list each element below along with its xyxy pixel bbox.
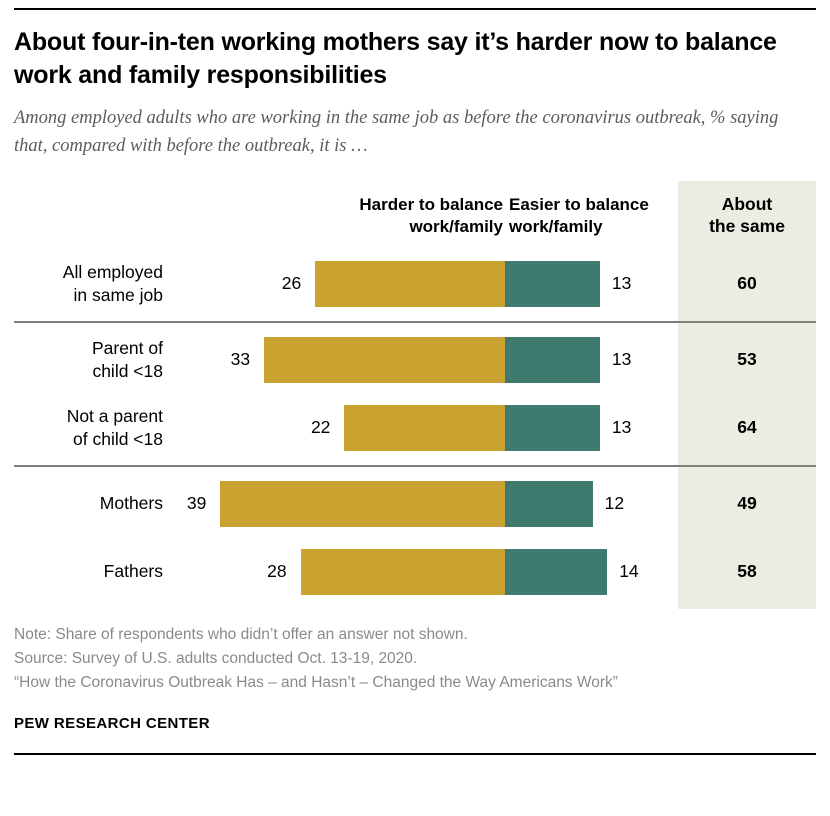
harder-zone: 26 — [179, 260, 505, 307]
same-zone: 60 — [678, 273, 816, 294]
easier-bar — [505, 260, 600, 307]
harder-value: 33 — [230, 349, 251, 369]
easier-value: 14 — [619, 561, 639, 581]
column-header-row: Harder to balance work/family Easier to … — [14, 181, 816, 247]
same-zone: 53 — [678, 349, 816, 370]
same-value: 64 — [737, 417, 757, 437]
bottom-rule — [14, 752, 816, 755]
header-harder: Harder to balance work/family — [359, 195, 503, 236]
header-about-same: About the same — [709, 193, 785, 237]
easier-zone: 13 — [505, 404, 678, 451]
same-value: 60 — [737, 273, 757, 293]
chart-row: Parent of child <18 33 13 53 — [14, 326, 816, 394]
note-text: Note: Share of respondents who didn’t of… — [14, 625, 468, 643]
harder-zone: 22 — [179, 404, 505, 451]
top-rule — [14, 8, 816, 10]
diverging-bar-chart: Harder to balance work/family Easier to … — [14, 180, 816, 609]
harder-value: 26 — [281, 273, 302, 293]
same-zone: 49 — [678, 493, 816, 514]
chart-row: Fathers 28 14 58 — [14, 538, 816, 606]
same-zone: 58 — [678, 561, 816, 582]
harder-value: 22 — [310, 417, 331, 437]
row-group: All employed in same job 26 13 60 — [14, 247, 816, 321]
brand-name: PEW RESEARCH CENTER — [14, 714, 210, 732]
same-value: 49 — [737, 493, 757, 513]
harder-zone: 39 — [179, 480, 505, 527]
chart-row: Not a parent of child <18 22 13 64 — [14, 394, 816, 462]
easier-zone: 12 — [505, 480, 678, 527]
harder-bar — [264, 336, 505, 383]
easier-bar — [505, 480, 593, 527]
harder-bar — [300, 548, 505, 595]
page: About four-in-ten working mothers say it… — [14, 8, 816, 755]
source-text: Source: Survey of U.S. adults conducted … — [14, 649, 418, 667]
chart-rows: All employed in same job 26 13 60 Parent of … — [14, 247, 816, 609]
easier-value: 12 — [604, 493, 625, 513]
category-label: Not a parent of child <18 — [66, 405, 163, 449]
easier-zone: 13 — [505, 336, 678, 383]
category-label: Mothers — [99, 493, 163, 514]
easier-value: 13 — [611, 273, 632, 293]
about-same-column-background — [678, 180, 816, 609]
page-title: About four-in-ten working mothers say it… — [14, 28, 777, 89]
footer: Note: Share of respondents who didn’t of… — [14, 623, 816, 735]
chart-subtitle: Among employed adults who are working in… — [14, 108, 779, 156]
easier-value: 13 — [611, 349, 632, 369]
report-title-text: “How the Coronavirus Outbreak Has – and … — [14, 673, 618, 691]
header-easier: Easier to balance work/family — [509, 195, 649, 236]
harder-bar — [220, 480, 505, 527]
category-label: Fathers — [103, 561, 163, 582]
category-label: All employed in same job — [62, 261, 163, 305]
chart-row: All employed in same job 26 13 60 — [14, 250, 816, 318]
harder-zone: 33 — [179, 336, 505, 383]
chart-row: Mothers 39 12 49 — [14, 470, 816, 538]
category-label: Parent of child <18 — [91, 337, 163, 381]
harder-value: 39 — [186, 493, 207, 513]
easier-bar — [505, 404, 600, 451]
harder-value: 28 — [267, 561, 287, 581]
same-value: 58 — [737, 561, 757, 581]
easier-value: 13 — [611, 417, 632, 437]
easier-zone: 14 — [505, 548, 678, 595]
harder-zone: 28 — [179, 548, 505, 595]
easier-bar — [505, 548, 608, 595]
same-value: 53 — [737, 349, 757, 369]
row-group: Parent of child <18 33 13 53 Not a parent of… — [14, 320, 816, 465]
easier-zone: 13 — [505, 260, 678, 307]
row-group: Mothers 39 12 49 Fathers 28 14 58 — [14, 464, 816, 609]
easier-bar — [505, 336, 600, 383]
harder-bar — [344, 404, 505, 451]
same-zone: 64 — [678, 417, 816, 438]
harder-bar — [315, 260, 505, 307]
